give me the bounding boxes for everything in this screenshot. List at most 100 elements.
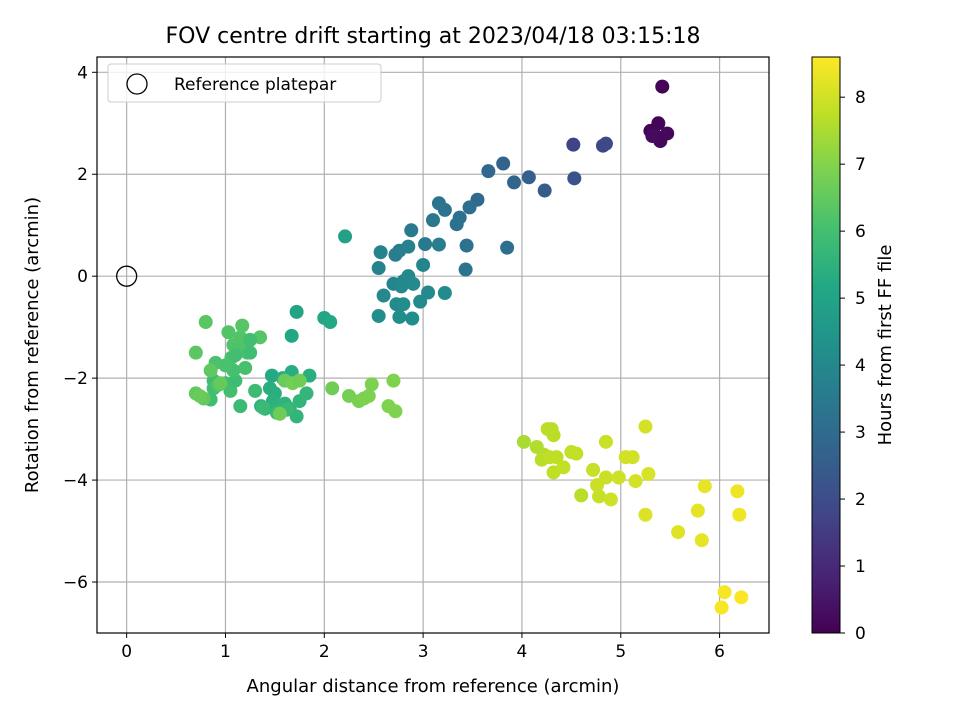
legend: Reference platepar <box>107 63 382 103</box>
colorbar-tick-label: 6 <box>855 222 866 242</box>
x-tick-label: 3 <box>418 642 429 662</box>
data-point <box>233 399 248 414</box>
colorbar: 0 1 2 3 4 5 6 7 8 <box>811 56 866 644</box>
data-point <box>638 419 653 434</box>
x-tick-label: 0 <box>121 642 132 662</box>
data-point <box>449 217 464 232</box>
data-point <box>198 315 213 330</box>
plot-area: 0 1 2 3 4 5 6 −6 −4 −2 0 2 4 <box>63 56 770 662</box>
colorbar-tick-label: 2 <box>855 490 866 510</box>
data-point <box>401 239 416 254</box>
colorbar-tick-label: 4 <box>855 356 866 376</box>
y-tick-label: −2 <box>63 369 88 389</box>
data-point <box>238 360 253 375</box>
x-axis-label: Angular distance from reference (arcmin) <box>247 676 620 697</box>
data-point <box>361 388 376 403</box>
data-point <box>598 434 613 449</box>
legend-reference-marker <box>126 73 148 95</box>
data-point <box>546 428 561 443</box>
colorbar-tick-label: 8 <box>855 88 866 108</box>
data-point <box>248 383 263 398</box>
data-point <box>598 470 613 485</box>
colorbar-tick-label: 7 <box>855 155 866 175</box>
data-point <box>625 450 640 465</box>
colorbar-tick-label: 3 <box>855 423 866 443</box>
data-point <box>426 213 440 228</box>
data-point <box>569 446 584 461</box>
data-point <box>221 325 236 340</box>
data-point <box>431 237 446 252</box>
data-point <box>243 345 258 360</box>
data-point <box>437 286 452 301</box>
data-point <box>500 240 515 255</box>
data-point <box>421 285 436 300</box>
plot-frame <box>96 56 770 634</box>
y-tick-label: 0 <box>77 267 88 287</box>
chart-title: FOV centre drift starting at 2023/04/18 … <box>166 24 701 49</box>
data-point <box>371 261 386 276</box>
legend-entry-label: Reference platepar <box>174 75 336 95</box>
data-point <box>586 462 601 477</box>
data-point <box>481 164 496 179</box>
data-point <box>388 404 403 419</box>
data-point <box>641 466 656 481</box>
x-tick-label: 1 <box>220 642 231 662</box>
data-point <box>516 434 531 449</box>
data-point <box>371 308 386 323</box>
legend-box <box>107 63 382 103</box>
data-point <box>373 245 388 260</box>
data-point <box>284 328 299 343</box>
data-point <box>272 406 287 421</box>
data-point <box>299 386 314 401</box>
data-point <box>574 488 589 503</box>
data-point <box>697 479 712 494</box>
data-point <box>507 175 522 190</box>
x-tick-label: 6 <box>714 642 725 662</box>
data-point <box>714 600 729 615</box>
data-point <box>717 585 732 600</box>
data-point <box>406 276 421 291</box>
data-point <box>732 507 747 522</box>
data-point <box>394 279 409 294</box>
data-point <box>289 304 304 319</box>
x-tick-label: 2 <box>319 642 330 662</box>
colorbar-tick-label: 5 <box>855 289 866 309</box>
data-point <box>549 450 564 465</box>
data-point <box>730 484 745 499</box>
data-point <box>325 381 340 396</box>
data-point <box>418 237 433 252</box>
data-point <box>256 400 271 415</box>
data-point <box>694 533 709 548</box>
data-point <box>437 202 452 217</box>
data-point <box>521 170 536 185</box>
data-point <box>264 368 279 383</box>
data-point <box>213 376 228 391</box>
data-point <box>292 373 307 388</box>
data-point <box>462 200 477 215</box>
data-point <box>413 294 428 309</box>
data-point <box>645 129 660 144</box>
colorbar-tick-label: 0 <box>855 624 866 644</box>
colorbar-tick-label: 1 <box>855 557 866 577</box>
data-point <box>603 492 618 507</box>
colorbar-gradient <box>811 56 841 634</box>
y-tick-label: −4 <box>63 471 88 491</box>
data-point <box>734 590 749 605</box>
y-tick-label: 2 <box>77 165 88 185</box>
data-point <box>567 171 582 186</box>
data-point <box>235 318 250 333</box>
x-tick-label: 5 <box>615 642 626 662</box>
data-point <box>458 262 473 277</box>
data-point <box>228 348 243 363</box>
data-point <box>404 223 419 238</box>
data-point <box>611 470 626 485</box>
data-point <box>188 345 203 360</box>
data-point <box>405 311 420 326</box>
colorbar-label: Hours from first FF file <box>875 245 896 446</box>
y-tick-label: 4 <box>77 63 88 83</box>
data-point <box>416 257 431 272</box>
data-point <box>203 363 218 378</box>
data-point <box>598 136 613 151</box>
